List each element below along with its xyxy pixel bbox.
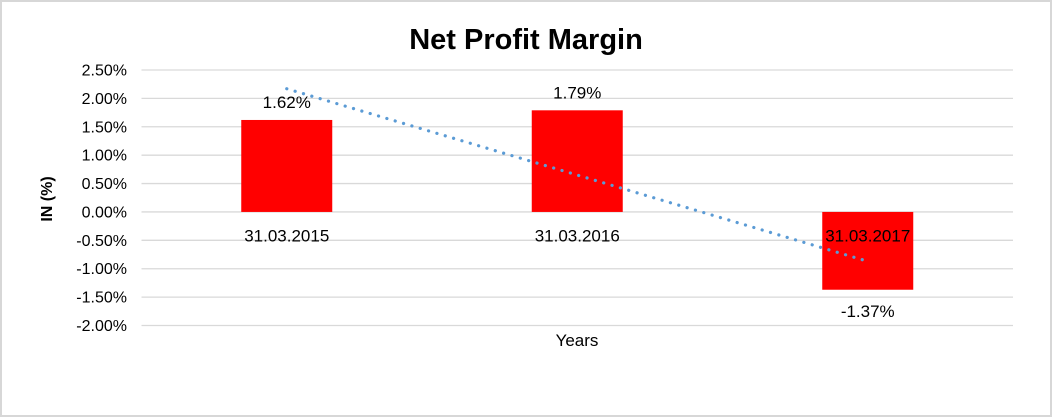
data-label: 1.79%	[553, 83, 601, 102]
x-axis-title: Years	[555, 331, 599, 350]
bar-31.03.2015	[241, 119, 333, 212]
category-label: 31.03.2016	[535, 226, 620, 245]
y-axis-tick-label: 2.00%	[82, 91, 127, 108]
y-axis-tick-label: -0.50%	[76, 233, 127, 250]
y-axis-tick-label: 0.50%	[82, 176, 127, 193]
y-axis-tick-label: 1.00%	[82, 148, 127, 165]
y-axis-tick-label: -2.00%	[76, 318, 127, 335]
data-label: -1.37%	[841, 302, 895, 321]
category-label: 31.03.2015	[244, 226, 329, 245]
bar-31.03.2017	[822, 211, 914, 290]
y-axis-tick-label: 2.50%	[82, 63, 127, 80]
data-label: 1.62%	[263, 93, 311, 112]
trendline	[285, 87, 870, 263]
y-axis-tick-label: 1.50%	[82, 119, 127, 136]
chart-title: Net Profit Margin	[409, 24, 643, 56]
category-label: 31.03.2017	[825, 226, 910, 245]
bar-31.03.2016	[531, 110, 623, 212]
y-axis-tick-label: -1.50%	[76, 290, 127, 307]
y-axis-tick-label: 0.00%	[82, 204, 127, 221]
y-axis-tick-label: -1.00%	[76, 261, 127, 278]
